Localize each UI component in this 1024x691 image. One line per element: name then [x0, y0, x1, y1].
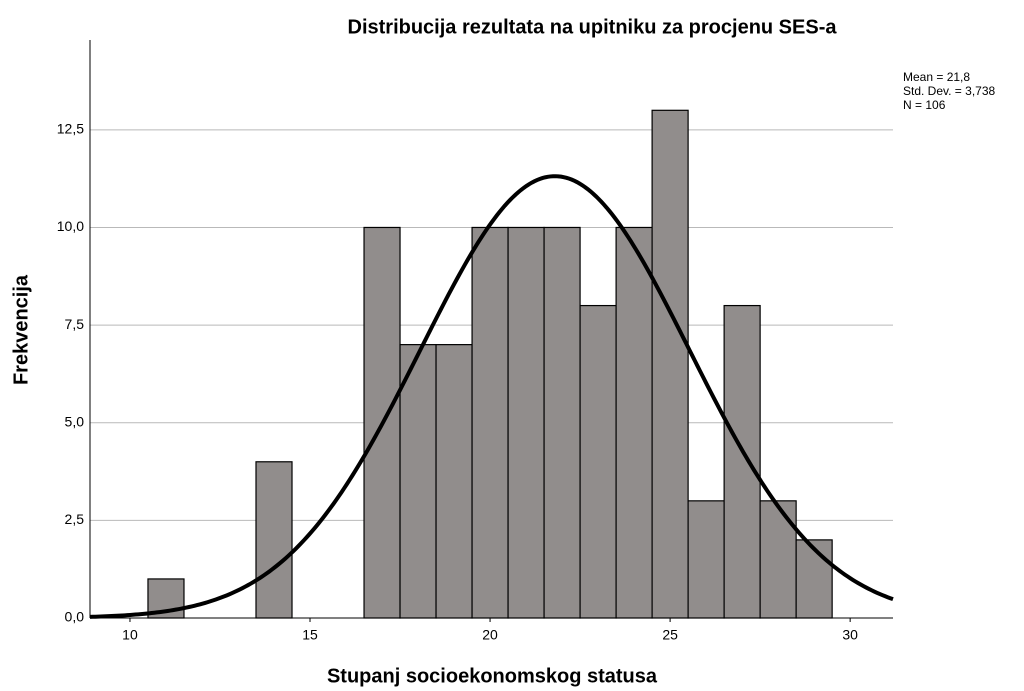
bar: [759, 500, 797, 619]
bar: [579, 304, 617, 619]
chart-title: Distribucija rezultata na upitniku za pr…: [348, 16, 838, 38]
x-tick-label: 10: [122, 627, 138, 643]
y-tick-label: 10,0: [57, 218, 84, 234]
bar: [435, 344, 473, 619]
y-tick-label: 2,5: [65, 511, 85, 527]
x-tick-label: 15: [302, 627, 318, 643]
normal-curve: [89, 174, 894, 619]
bar: [723, 304, 761, 619]
y-tick-label: 0,0: [65, 609, 85, 625]
bar: [795, 539, 833, 619]
y-tick-label: 7,5: [65, 316, 85, 332]
bar: [471, 226, 509, 619]
x-axis-title: Stupanj socioekonomskog statusa: [327, 665, 658, 687]
x-tick-label: 30: [842, 627, 858, 643]
bar: [543, 226, 581, 619]
bar: [255, 461, 293, 619]
y-tick-label: 5,0: [65, 413, 85, 429]
bar: [687, 500, 725, 619]
stat-label: Mean = 21,8: [903, 70, 970, 84]
bar: [507, 226, 545, 619]
y-axis-title: Frekvencija: [10, 274, 32, 385]
stat-label: Std. Dev. = 3,738: [903, 84, 995, 98]
x-tick-label: 25: [662, 627, 678, 643]
bar: [399, 344, 437, 619]
bar: [615, 226, 653, 619]
bar: [651, 109, 689, 619]
x-tick-label: 20: [482, 627, 498, 643]
y-tick-label: 12,5: [57, 121, 84, 137]
stat-label: N = 106: [903, 98, 946, 112]
